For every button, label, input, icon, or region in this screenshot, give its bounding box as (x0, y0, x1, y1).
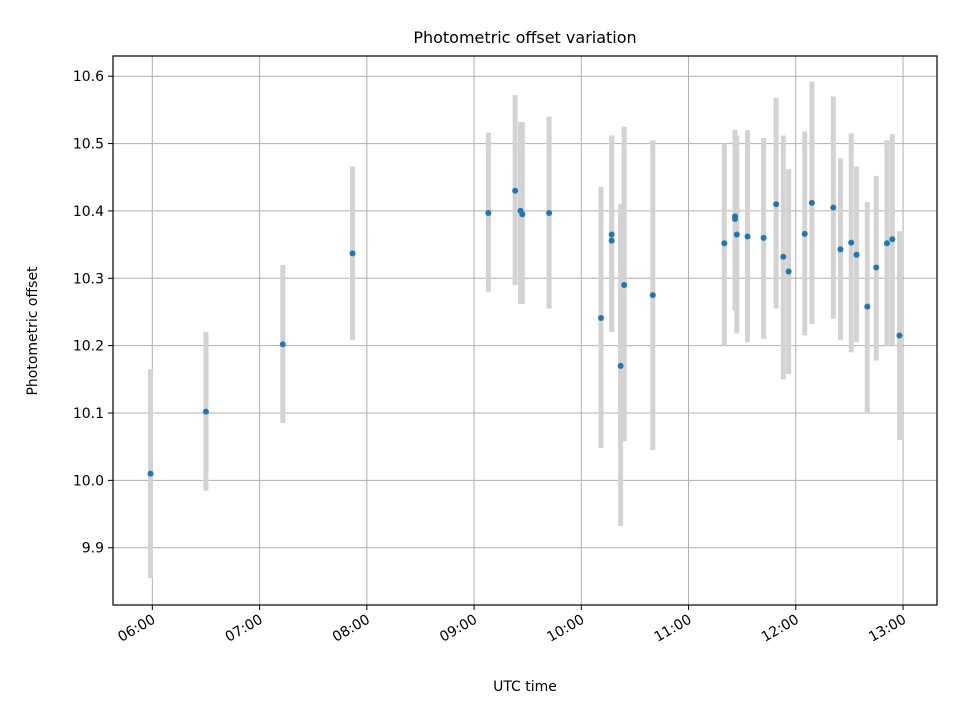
data-point (349, 250, 356, 257)
data-point (760, 234, 767, 241)
data-point (546, 209, 553, 216)
plot-frame (112, 55, 938, 606)
y-tick-label: 10.0 (73, 473, 104, 489)
data-point (773, 201, 780, 208)
y-axis-ticks: 9.9 10.0 10.1 10.2 10.3 10.4 10.5 10.6 (73, 69, 113, 557)
grid-lines (113, 56, 937, 605)
data-point (608, 237, 615, 244)
data-point (279, 341, 286, 348)
data-point (147, 470, 154, 477)
y-tick-label: 10.3 (73, 271, 104, 287)
y-tick-label: 10.6 (73, 69, 104, 85)
data-point (848, 239, 855, 246)
data-point (649, 292, 656, 299)
data-point (202, 408, 209, 415)
data-point (808, 199, 815, 206)
x-axis-label: UTC time (493, 679, 557, 695)
data-point (864, 303, 871, 310)
data-point (853, 251, 860, 258)
y-tick-label: 10.1 (73, 406, 104, 422)
data-point (732, 213, 739, 220)
data-point (785, 268, 792, 275)
data-point (889, 236, 896, 243)
data-point (837, 246, 844, 253)
data-point (721, 240, 728, 247)
data-point (519, 211, 526, 218)
data-point (744, 233, 751, 240)
data-point (780, 253, 787, 260)
y-tick-label: 10.5 (73, 137, 104, 153)
data-point (608, 231, 615, 238)
data-point (512, 187, 519, 194)
y-tick-label: 10.4 (73, 204, 104, 220)
y-tick-label: 9.9 (82, 541, 104, 557)
data-point (621, 282, 628, 289)
data-point (733, 231, 740, 238)
data-point (896, 332, 903, 339)
data-point (883, 240, 890, 247)
data-point (830, 204, 837, 211)
y-tick-label: 10.2 (73, 339, 104, 355)
data-points (147, 187, 903, 477)
chart-title: Photometric offset variation (413, 28, 636, 47)
data-point (617, 362, 624, 369)
data-point (873, 264, 880, 271)
data-point (801, 230, 808, 237)
data-point (485, 209, 492, 216)
y-axis-label: Photometric offset (25, 266, 41, 396)
data-point (597, 315, 604, 322)
